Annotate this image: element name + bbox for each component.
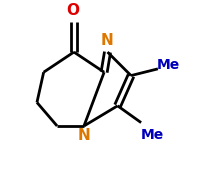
Text: O: O	[67, 3, 80, 18]
Text: Me: Me	[157, 58, 180, 72]
Text: N: N	[78, 129, 90, 143]
Text: Me: Me	[141, 128, 164, 142]
Text: N: N	[101, 33, 114, 48]
